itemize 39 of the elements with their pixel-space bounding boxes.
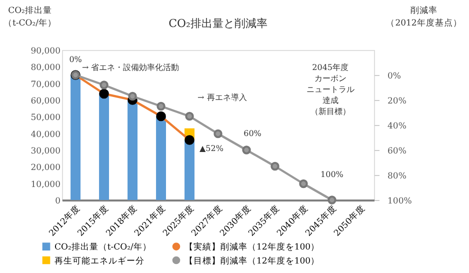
y-tick-label: 90,000 (30, 46, 60, 56)
annotation: 100% (320, 170, 344, 179)
annotation: （新目標） (310, 107, 350, 116)
bar (99, 93, 110, 200)
annotation: 60% (244, 129, 262, 138)
y-tick-label: 70,000 (30, 80, 60, 90)
y-tick-label: 20,000 (30, 163, 60, 174)
bar (184, 140, 194, 200)
annotation: カーボン (314, 74, 346, 83)
y-axis-title: CO₂排出量（t-CO₂/年） (3, 5, 57, 28)
y2-tick-label: 20% (388, 96, 406, 106)
y-tick-label: 30,000 (30, 146, 60, 156)
y-tick-label: 0 (55, 196, 60, 206)
y2-tick-label: 100% (388, 196, 412, 206)
y-tick-label: 50,000 (30, 113, 60, 124)
annotation: → 再エネ導入 (198, 93, 247, 102)
bar (156, 116, 166, 200)
legend-label: 再生可能エネルギー分 (54, 255, 144, 266)
legend-label: CO₂排出量（t-CO₂/年） (54, 242, 152, 253)
y-tick-label: 60,000 (30, 96, 60, 106)
annotation: 0% (69, 55, 82, 64)
y-tick-label: 10,000 (30, 180, 60, 190)
y2-tick-label: 80% (388, 172, 406, 182)
y-tick-label: 80,000 (30, 63, 60, 74)
chart-title: CO₂排出量と削減率 (168, 17, 268, 30)
annotation: 達成 (322, 96, 338, 105)
annotation: 2045年度 (312, 63, 348, 72)
annotation: ▲52% (200, 144, 224, 153)
bar (70, 75, 81, 200)
y2-tick-label: 0% (388, 72, 401, 82)
y2-tick-label: 40% (388, 122, 406, 132)
annotation: ニュートラル (306, 85, 354, 94)
y-tick-label: 40,000 (30, 130, 60, 140)
bar (128, 100, 138, 200)
annotation: → 省エネ・設備効率化活動 (82, 63, 180, 72)
y2-tick-label: 60% (388, 146, 406, 156)
y2-axis-title: 削減率（2012年度基点） (386, 5, 462, 28)
legend-label: 【実績】削減率（12年度を100） (184, 242, 320, 253)
legend-label: 【目標】削減率（12年度を100） (184, 255, 320, 266)
